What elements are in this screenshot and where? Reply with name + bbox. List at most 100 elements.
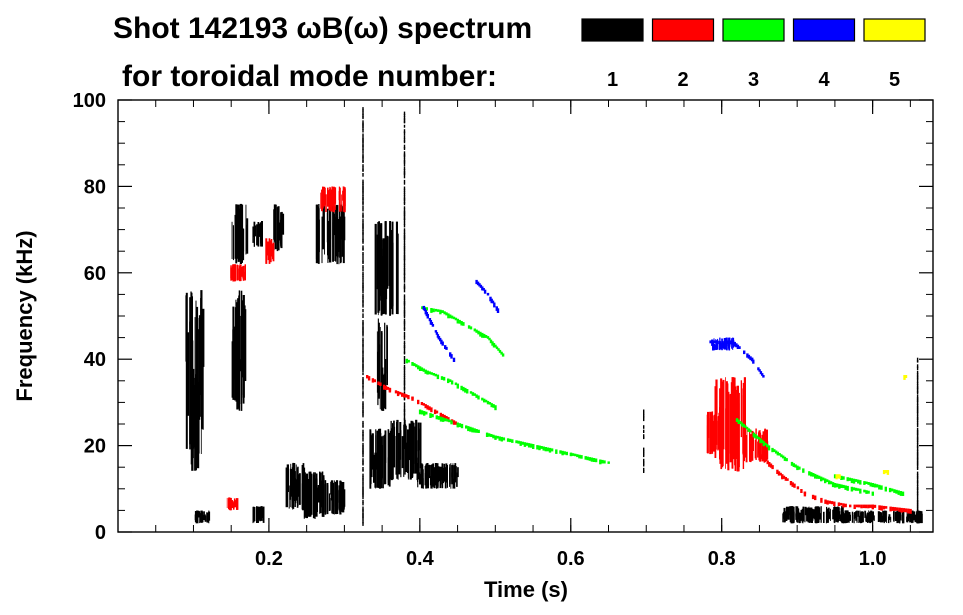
spectral-point [752, 432, 755, 438]
spectral-point [234, 307, 237, 381]
spectral-point [321, 484, 324, 506]
spectral-point [362, 289, 364, 294]
spectral-point [895, 489, 898, 494]
spectral-point [442, 376, 446, 381]
spectral-point [328, 222, 331, 253]
spectral-point [339, 190, 341, 210]
spectral-point [362, 377, 364, 382]
spectral-point [746, 429, 748, 448]
spectral-point [857, 511, 859, 517]
spectral-point [362, 282, 364, 288]
spectral-point [810, 472, 813, 477]
spectral-point [362, 287, 364, 291]
spectral-point [362, 324, 364, 329]
spectral-point [643, 414, 645, 418]
spectral-point [454, 317, 458, 321]
spectral-point [403, 279, 406, 283]
spectral-point [265, 238, 268, 264]
spectral-point [826, 508, 829, 523]
spectral-point [916, 401, 919, 406]
spectral-point [643, 434, 645, 439]
spectral-point [909, 508, 912, 514]
series-n1-mode-line [403, 111, 406, 449]
spectral-point [916, 395, 919, 400]
spectral-point [395, 436, 398, 475]
spectral-point [342, 207, 345, 242]
y-tick-label: 40 [84, 349, 106, 371]
spectral-point [519, 441, 522, 446]
spectral-point [447, 378, 450, 384]
spectral-point [546, 447, 550, 452]
spectral-point [428, 464, 431, 479]
spectral-point [749, 356, 752, 361]
spectral-point [484, 335, 488, 338]
spectral-point [759, 438, 762, 444]
spectral-point [886, 510, 888, 523]
spectral-point [916, 373, 919, 378]
spectral-point [473, 428, 476, 433]
spectral-point [830, 501, 834, 505]
spectral-point [804, 509, 806, 523]
spectral-point [327, 485, 329, 512]
spectral-point [808, 509, 810, 519]
spectral-point [559, 450, 562, 454]
spectral-point [728, 343, 730, 349]
spectral-point [494, 344, 497, 348]
spectral-point [362, 254, 364, 259]
spectral-point [822, 477, 825, 481]
spectral-point [873, 483, 877, 488]
spectral-point [409, 456, 412, 480]
spectral-point [430, 372, 433, 375]
spectral-point [859, 488, 862, 494]
spectral-point [460, 423, 464, 429]
spectral-point [398, 433, 401, 475]
spectral-point [768, 462, 771, 467]
series-n1-blob [252, 506, 265, 524]
spectral-point [868, 510, 870, 520]
spectral-point [833, 483, 837, 488]
spectral-point [318, 231, 320, 258]
spectral-point [362, 205, 364, 209]
spectral-point [403, 373, 406, 378]
spectral-point [486, 400, 490, 405]
spectral-point [449, 314, 452, 319]
spectral-point [488, 433, 491, 437]
spectral-point [916, 482, 919, 486]
spectral-point [362, 278, 364, 281]
spectral-point [236, 302, 239, 410]
spectral-point [403, 206, 406, 210]
x-tick-label: 0.6 [557, 548, 585, 570]
spectral-point [902, 508, 906, 513]
spectral-point [236, 498, 239, 510]
spectral-point [362, 113, 364, 118]
spectral-point [379, 344, 381, 383]
spectral-point [203, 514, 206, 520]
spectral-point [908, 510, 909, 517]
spectral-point [314, 472, 316, 519]
spectral-point [761, 455, 765, 460]
spectral-point [509, 438, 512, 443]
spectral-point [916, 502, 919, 507]
spectral-point [471, 427, 474, 433]
spectral-point [456, 318, 459, 324]
spectral-point [555, 449, 558, 454]
spectral-point [374, 223, 377, 315]
spectral-point [755, 435, 759, 439]
spectral-point [382, 238, 385, 315]
spectral-point [403, 162, 406, 167]
spectral-point [362, 385, 364, 390]
spectral-point [484, 399, 488, 403]
spectral-point [417, 365, 420, 370]
spectral-point [324, 480, 327, 515]
spectral-point [362, 157, 364, 162]
spectral-point [916, 473, 919, 478]
spectral-point [841, 506, 844, 524]
spectral-point [232, 264, 236, 282]
spectral-point [362, 219, 364, 222]
spectral-point [403, 193, 406, 196]
spectral-point [576, 454, 579, 458]
spectral-point [403, 195, 406, 200]
spectral-point [846, 510, 847, 523]
spectral-point [403, 138, 406, 142]
spectral-point [900, 512, 902, 521]
